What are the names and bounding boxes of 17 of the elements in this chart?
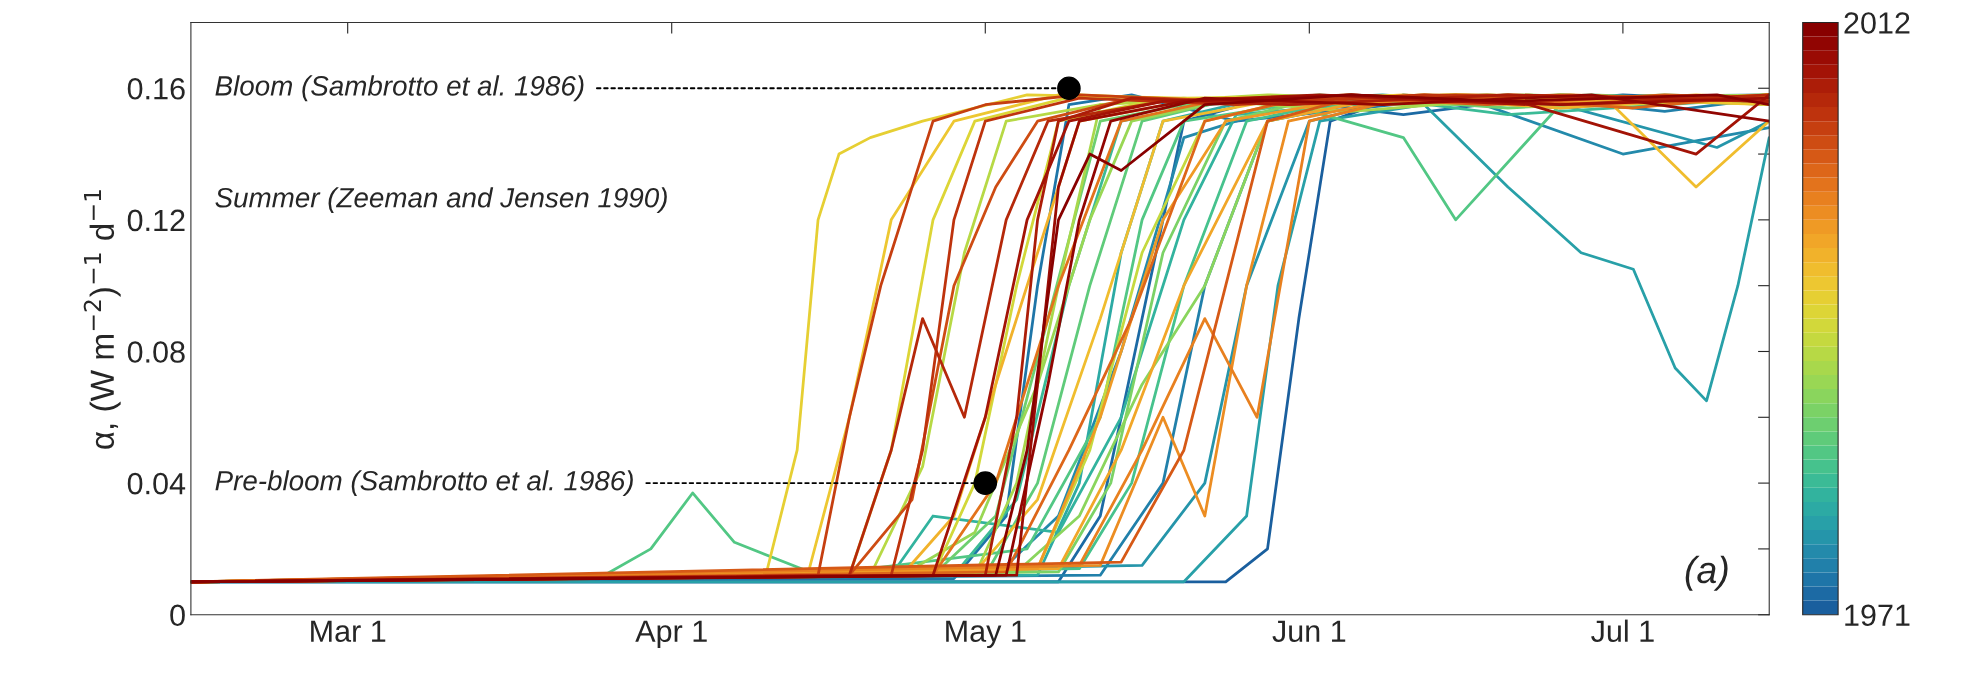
- y-tick-label: 0.16: [127, 77, 185, 100]
- x-tick-label: May 1: [946, 620, 1026, 649]
- color-bar-label: 2012: [1844, 12, 1910, 34]
- x-tick-label: Jun 1: [1272, 620, 1346, 643]
- annotation: (a): [1685, 555, 1728, 591]
- y-tick-label: 0.12: [127, 209, 185, 232]
- x-tick-label: Jul 1: [1591, 619, 1654, 643]
- y-tick-label: 0.08: [127, 341, 185, 363]
- y-axis-title: α, (W m$^{−2}$)$^{−1}$ d$^{−1}$: [83, 190, 121, 449]
- annotation: Summer (Zeeman and Jensen 1990): [215, 187, 667, 214]
- annotation: Pre-bloom (Sambrotto et al. 1986): [215, 470, 633, 497]
- x-tick-label: Apr 1: [635, 620, 707, 649]
- color-bar-label: 1971: [1845, 604, 1910, 627]
- annotation: Bloom (Sambrotto et al. 1986): [215, 75, 584, 102]
- y-tick-label: 0: [170, 604, 185, 627]
- x-tick-label: Mar 1: [311, 620, 386, 643]
- y-tick-label: 0.04: [127, 472, 186, 495]
